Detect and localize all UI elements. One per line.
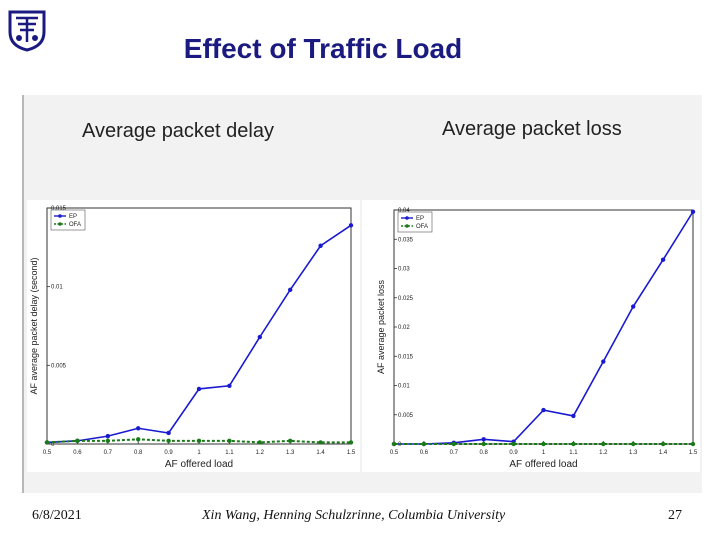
y-axis-label: AF average packet loss: [376, 279, 386, 374]
x-tick-label: 0.9: [164, 450, 173, 456]
chart-loss: 0.5 0.6 0.7 0.8 0.9 1 1.1 1.2 1.3 1.4 1.500.0050.0…: [376, 208, 698, 470]
data-point-ep: [166, 430, 171, 436]
chart-loss-container: 0.5 0.6 0.7 0.8 0.9 1 1.1 1.2 1.3 1.4 1.5 0 0.005 0.0…: [362, 200, 700, 472]
data-point-ofa: [166, 438, 171, 444]
page-number: 27: [668, 508, 682, 523]
y-tick-label: 0.01: [398, 384, 410, 390]
x-tick-label: 0.7: [104, 450, 113, 456]
plot-frame: [46, 207, 352, 445]
data-point-ofa: [44, 440, 50, 445]
data-point-ep: [318, 243, 323, 248]
data-point-ep: [481, 437, 486, 442]
y-tick-label: 0: [51, 442, 55, 448]
data-point-ofa: [571, 441, 576, 447]
x-tick-label: 1.2: [256, 450, 265, 456]
data-point-ofa: [318, 440, 323, 445]
x-tick-label: 1.4: [659, 450, 668, 456]
y-tick-label: 0.005: [398, 413, 414, 419]
data-point-ep: [288, 287, 293, 293]
x-tick-label: 1: [197, 450, 201, 456]
data-point-ep: [196, 386, 202, 392]
y-tick-label: 0.005: [51, 363, 67, 369]
y-axis-label: AF average packet delay (second): [29, 257, 39, 394]
y-tick-label: 0.035: [398, 237, 414, 243]
legend-label-ofa: OFA: [69, 222, 81, 228]
chart-subtitle-delay: Average packet delay: [82, 120, 274, 142]
data-point-ep: [227, 383, 232, 388]
x-tick-label: 1.3: [629, 450, 638, 456]
data-point-ep: [631, 304, 636, 309]
slide-title: Effect of Traffic Load: [183, 33, 463, 64]
x-tick-label: 1: [542, 450, 546, 456]
y-tick-label: 0.01: [51, 285, 63, 291]
legend-label-ofa: OFA: [416, 224, 428, 230]
data-point-ofa: [75, 438, 80, 444]
data-point-ep: [136, 426, 141, 431]
x-axis-label: AF offered load: [165, 459, 233, 470]
data-point-ep: [257, 334, 262, 340]
x-tick-label: 1.3: [286, 450, 295, 456]
x-tick-label: 0.6: [73, 450, 82, 456]
legend-marker-ep: [405, 216, 409, 220]
data-point-ep: [601, 359, 606, 364]
data-point-ofa: [196, 438, 202, 444]
y-tick-label: 0.025: [398, 296, 414, 302]
data-point-ofa: [136, 437, 141, 442]
university-logo: [8, 10, 46, 52]
y-tick-label: 0.04: [398, 208, 410, 214]
y-tick-label: 0.02: [398, 325, 410, 331]
chart-delay: 0.5 0.6 0.7 0.8 0.9 1 1.1 1.2 1.3 1.4 1.5 0 0.005 0.0…: [29, 206, 356, 470]
data-point-ofa: [690, 441, 696, 447]
x-tick-label: 0.8: [134, 450, 143, 456]
x-tick-label: 1.5: [689, 450, 698, 456]
data-point-ep: [660, 257, 666, 262]
panel-edge: [22, 95, 24, 493]
legend-marker-ep: [58, 214, 62, 218]
data-point-ofa: [601, 441, 606, 447]
data-point-ep: [571, 413, 576, 419]
x-tick-label: 1.5: [347, 450, 356, 456]
data-point-ofa: [348, 440, 354, 445]
x-tick-label: 1.4: [316, 450, 325, 456]
footer-date: 6/8/2021: [32, 508, 82, 523]
data-point-ofa: [257, 440, 262, 445]
data-point-ofa: [660, 441, 666, 447]
data-point-ofa: [227, 438, 232, 444]
data-point-ofa: [511, 441, 516, 447]
data-point-ofa: [451, 441, 456, 447]
x-tick-label: 0.5: [390, 450, 399, 456]
data-point-ep: [541, 407, 546, 413]
footer-author: Xin Wang, Henning Schulzrinne, Columbia …: [202, 508, 506, 523]
y-tick-label: 0.03: [398, 267, 410, 273]
data-point-ofa: [288, 438, 293, 444]
data-point-ofa: [391, 441, 397, 447]
data-point-ep: [348, 223, 354, 228]
x-tick-label: 0.8: [480, 450, 489, 456]
data-point-ep: [690, 209, 696, 214]
x-tick-label: 1.2: [599, 450, 608, 456]
data-point-ofa: [421, 441, 427, 447]
chart-delay-container: 0.5 0.6 0.7 0.8 0.9 1 1.1 1.2 1.3 1.4 1.5 0 0.005 0.0…: [27, 200, 360, 472]
y-tick-label: 0.015: [398, 354, 414, 360]
legend-marker-ofa: [58, 222, 62, 226]
data-point-ofa: [481, 441, 486, 447]
legend-marker-ofa: [405, 224, 409, 228]
x-tick-label: 0.7: [450, 450, 459, 456]
y-tick-label: 0.015: [51, 206, 67, 212]
x-tick-label: 0.9: [509, 450, 518, 456]
x-tick-label: 1.1: [569, 450, 578, 456]
x-tick-label: 1.1: [225, 450, 234, 456]
x-tick-label: 0.5: [43, 450, 52, 456]
legend-label-ep: EP: [69, 214, 77, 220]
legend-label-ep: EP: [416, 216, 424, 222]
data-point-ofa: [105, 438, 111, 444]
data-point-ofa: [631, 441, 636, 447]
data-point-ep: [105, 433, 111, 439]
x-axis-label: AF offered load: [509, 459, 577, 470]
chart-subtitle-loss: Average packet loss: [442, 118, 622, 140]
data-point-ofa: [541, 441, 546, 447]
x-tick-label: 0.6: [420, 450, 429, 456]
